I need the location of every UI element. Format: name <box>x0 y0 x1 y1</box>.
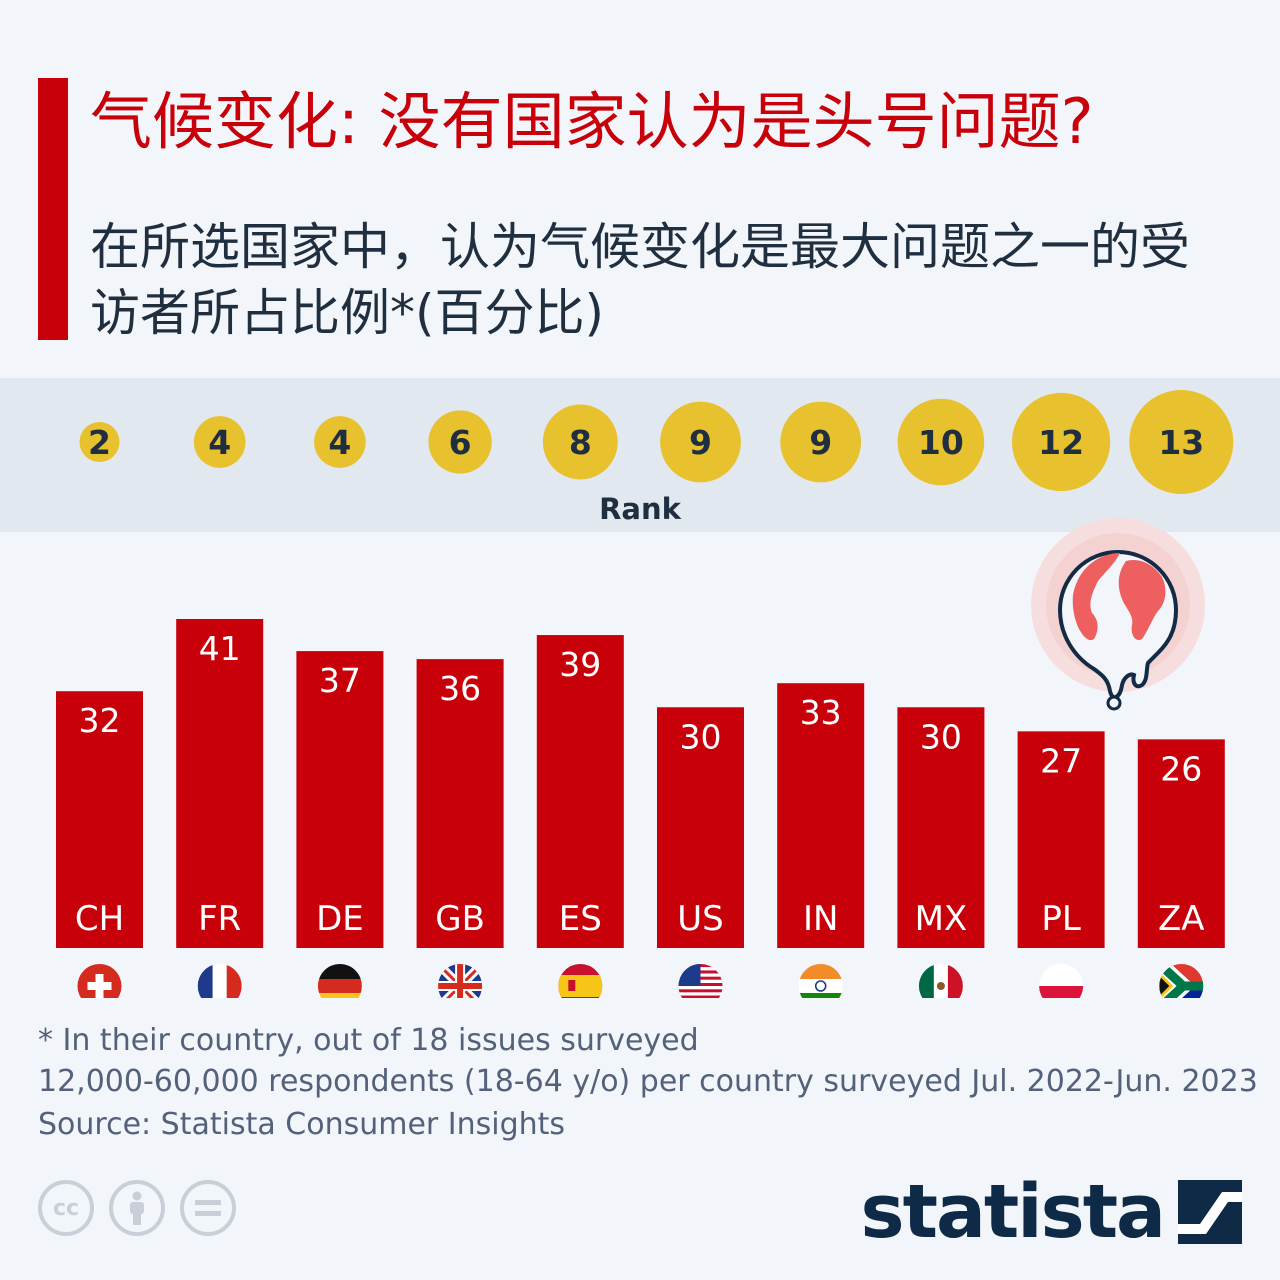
bar-category-label: DE <box>316 899 364 939</box>
flag-fr-icon <box>197 964 242 998</box>
bar-value-label: 30 <box>680 717 722 756</box>
rank-value: 8 <box>569 423 592 462</box>
bar <box>56 691 143 948</box>
rank-circle <box>1012 392 1111 492</box>
attribution-icon[interactable] <box>109 1180 165 1236</box>
bar-value-label: 36 <box>439 669 481 708</box>
bar-value-label: 27 <box>1040 741 1082 780</box>
bar-value-label: 32 <box>79 701 121 740</box>
rank-circle <box>660 401 741 483</box>
bar-value-label: 33 <box>800 693 842 732</box>
flag-za-icon <box>1159 964 1204 998</box>
bar <box>657 707 744 948</box>
bar <box>897 707 985 948</box>
bar <box>176 619 264 948</box>
rank-circle <box>79 422 120 462</box>
bar-value-label: 26 <box>1160 749 1202 788</box>
license-icons: cc <box>38 1180 236 1236</box>
cc-icon[interactable]: cc <box>38 1180 94 1236</box>
flag-es-icon <box>558 964 603 998</box>
rank-circle <box>1129 390 1234 494</box>
bar-category-label: US <box>677 899 723 939</box>
flag-ch-icon <box>77 964 122 998</box>
bar <box>777 683 865 948</box>
rank-value: 9 <box>689 423 712 462</box>
bar-category-label: FR <box>198 899 241 939</box>
flag-in-icon <box>798 964 843 998</box>
bar-category-label: PL <box>1041 899 1081 939</box>
rank-value: 9 <box>809 423 832 462</box>
bar-category-label: MX <box>915 899 968 939</box>
survey-note: 12,000-60,000 respondents (18-64 y/o) pe… <box>38 1064 1258 1099</box>
bar-category-label: CH <box>75 899 124 939</box>
rank-value: 4 <box>208 423 231 462</box>
rank-circle <box>314 416 366 468</box>
rank-value: 2 <box>88 423 111 462</box>
statista-logo[interactable]: statista <box>861 1172 1242 1252</box>
bar <box>416 659 504 948</box>
rank-label: Rank <box>599 492 682 526</box>
page-title: 气候变化: 没有国家认为是头号问题? <box>90 85 1094 158</box>
bar-value-label: 30 <box>920 717 962 756</box>
statista-logo-icon <box>1178 1180 1242 1244</box>
rank-circle <box>428 410 492 474</box>
flag-mx-icon <box>918 964 963 998</box>
brand-name: statista <box>860 1169 1166 1255</box>
rank-circle <box>193 416 246 468</box>
footnote: * In their country, out of 18 issues sur… <box>38 1023 699 1058</box>
bar <box>296 651 384 948</box>
flag-pl-icon <box>1039 964 1084 998</box>
bar-category-label: ZA <box>1158 899 1205 939</box>
bar-category-label: IN <box>803 899 838 939</box>
bar-category-label: GB <box>435 899 485 939</box>
rank-value: 13 <box>1158 423 1204 462</box>
rank-value: 6 <box>449 423 472 462</box>
title-accent-bar <box>38 78 68 340</box>
bar <box>536 635 624 948</box>
bar <box>1017 731 1105 948</box>
bar-chart: 2 4 4 6 8 9 9 10 12 13 Rank 32 CH 41 FR 37 DE 36 GB 39 ES 3… <box>56 390 1234 998</box>
source-note: Source: Statista Consumer Insights <box>38 1107 566 1142</box>
rank-value: 4 <box>328 423 351 462</box>
bar-value-label: 41 <box>199 629 241 668</box>
flag-gb-icon <box>438 964 483 998</box>
rank-circle <box>542 404 618 480</box>
globe-melting-icon <box>1031 518 1205 711</box>
rank-circle <box>897 398 985 486</box>
noderivs-icon[interactable] <box>180 1180 236 1236</box>
chart-subtitle: 在所选国家中，认为气候变化是最大问题之一的受访者所占比例*(百分比) <box>90 218 1190 342</box>
bar-value-label: 37 <box>319 661 361 700</box>
rank-circle <box>780 401 862 483</box>
flag-us-icon <box>678 964 723 998</box>
bar-category-label: ES <box>559 899 602 939</box>
rank-value: 12 <box>1038 423 1084 462</box>
bar <box>1137 739 1225 948</box>
bar-value-label: 39 <box>559 645 601 684</box>
chart-notes: * In their country, out of 18 issues sur… <box>38 1020 1258 1145</box>
flag-de-icon <box>317 964 362 998</box>
rank-value: 10 <box>918 423 964 462</box>
